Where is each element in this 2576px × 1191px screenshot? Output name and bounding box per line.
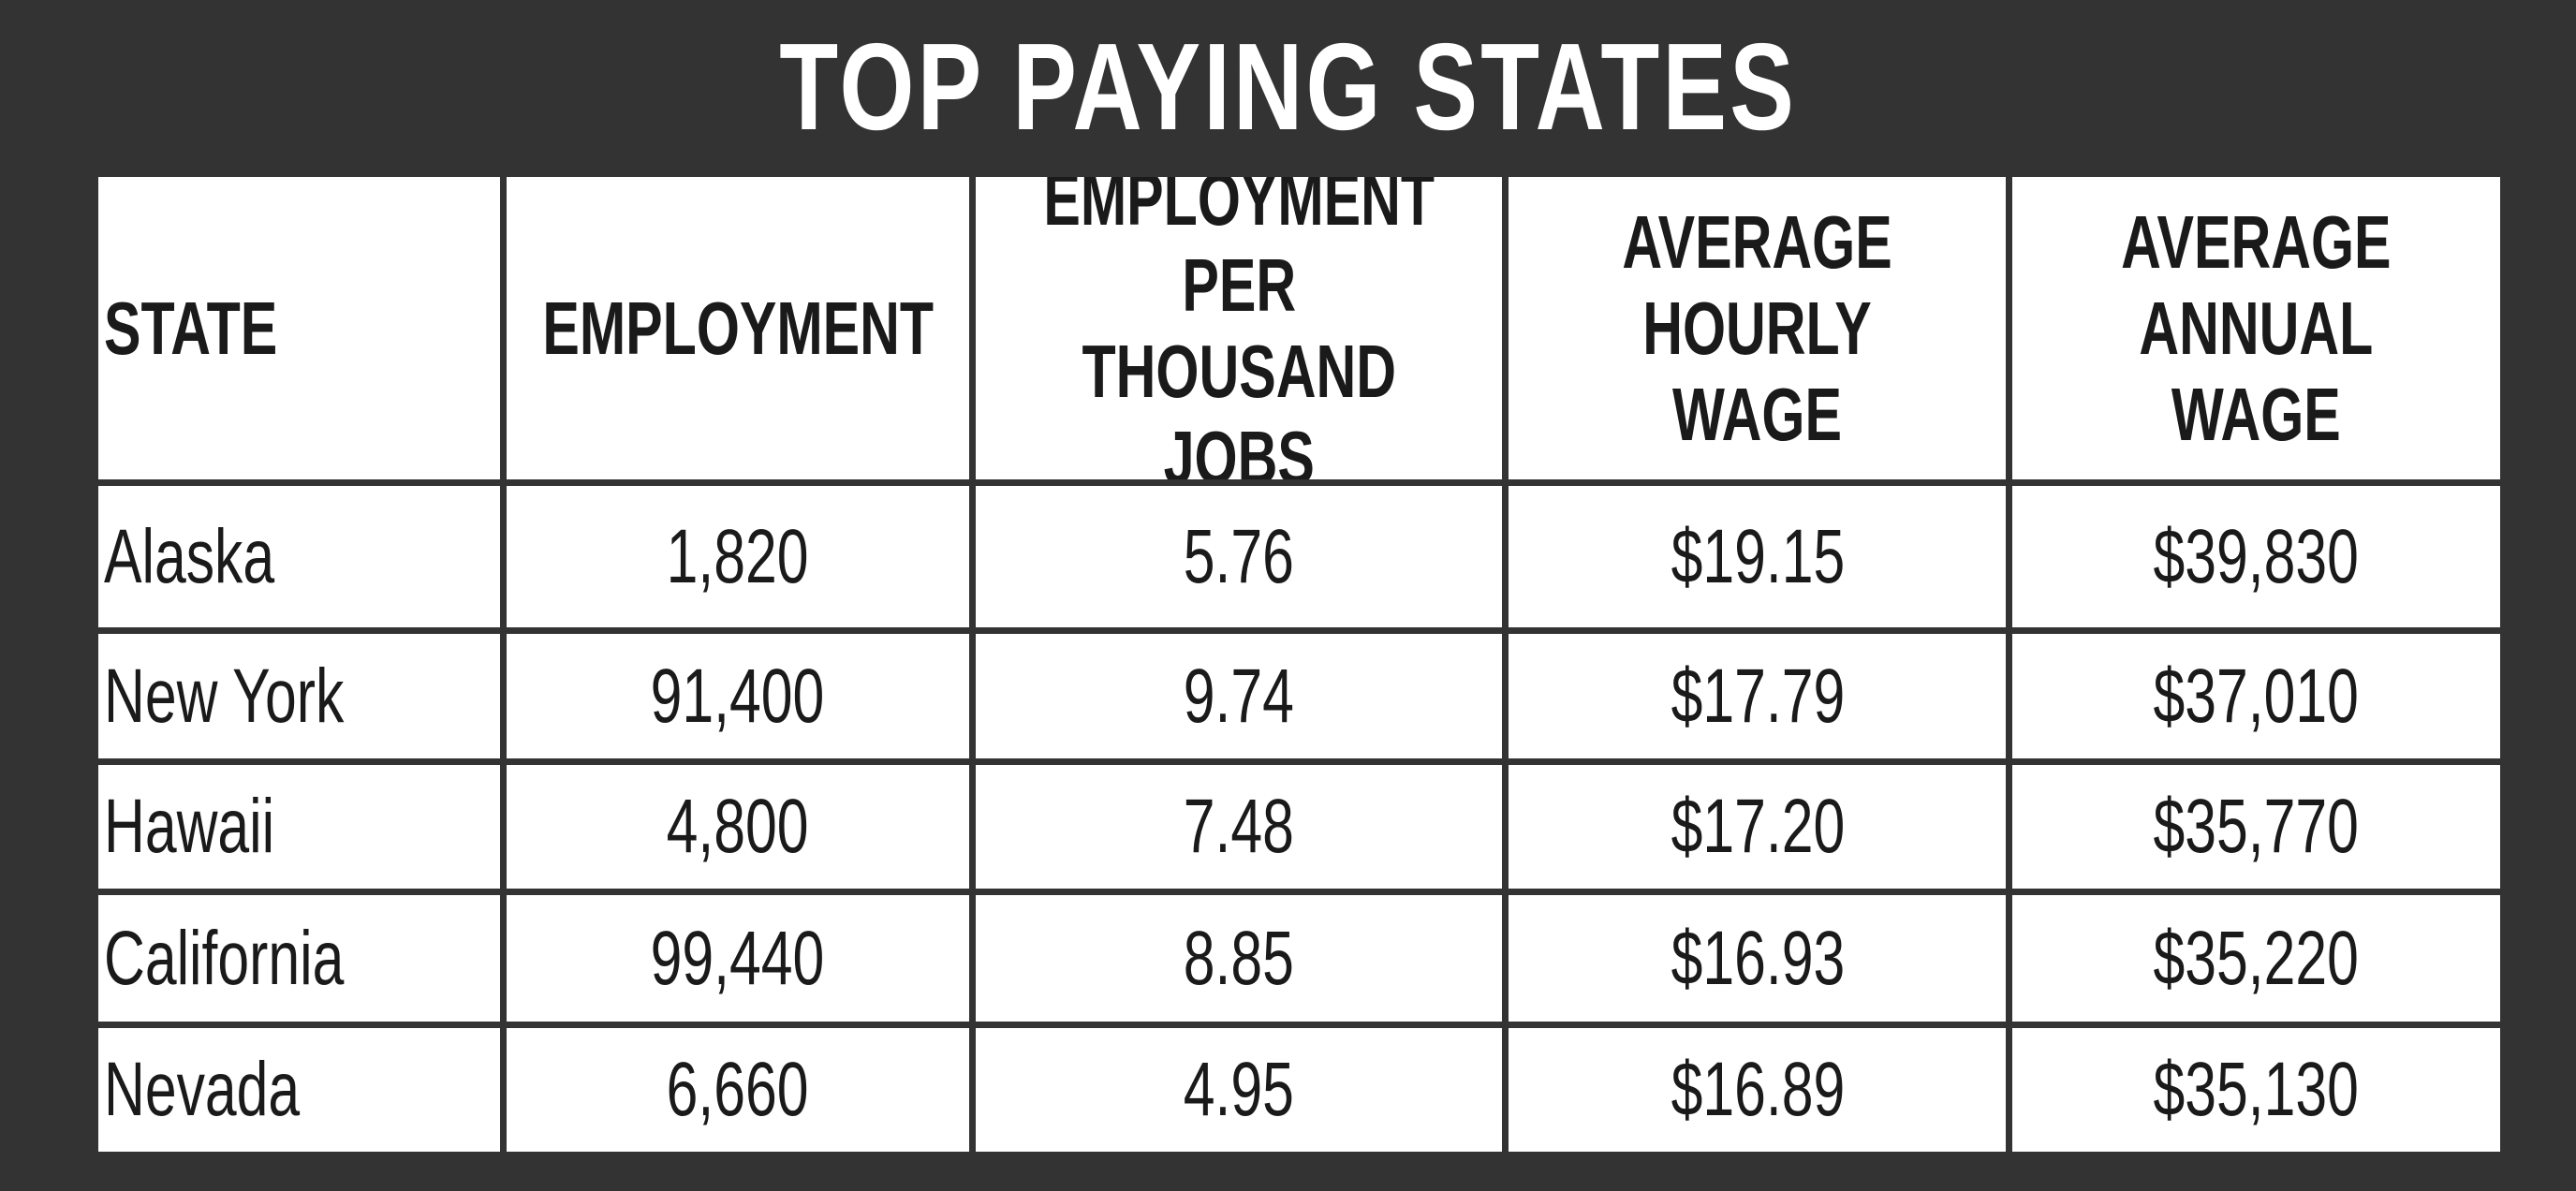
title: TOP PAYING STATES (0, 17, 2576, 157)
column-header-text: AVERAGE ANNUAL WAGE (2121, 199, 2392, 456)
table-cell-text: $35,130 (2154, 1047, 2360, 1132)
row-header: Hawaii (98, 765, 500, 889)
table-cell-text: 9.74 (1184, 653, 1295, 739)
table-cell-text: 1,820 (666, 513, 809, 599)
table-cell-text: $35,770 (2154, 784, 2360, 869)
row-header-text: New York (104, 653, 345, 739)
table-cell-text: $16.89 (1671, 1047, 1845, 1132)
table-cell-text: $19.15 (1671, 513, 1845, 599)
table-cell-text: 8.85 (1184, 915, 1295, 1001)
table-cell: $35,770 (2012, 765, 2500, 889)
table-cell: $16.93 (1509, 895, 2007, 1022)
table-cell: $16.89 (1509, 1028, 2007, 1152)
table-cell: $37,010 (2012, 634, 2500, 758)
column-header-text: AVERAGE HOURLY WAGE (1622, 199, 1893, 456)
table-cell: 9.74 (976, 634, 1503, 758)
table-cell: 4,800 (506, 765, 970, 889)
table-cell-text: $17.20 (1671, 784, 1845, 869)
table-cell: 4.95 (976, 1028, 1503, 1152)
table-cell: $35,130 (2012, 1028, 2500, 1152)
column-header: EMPLOYMENT (506, 177, 970, 479)
column-header-text: EMPLOYMENT PER THOUSAND JOBS (1043, 177, 1435, 479)
row-header-text: Nevada (104, 1047, 301, 1132)
row-header-text: California (104, 915, 345, 1001)
row-header: New York (98, 634, 500, 758)
column-header-text: EMPLOYMENT (542, 286, 934, 370)
row-header-text: Alaska (104, 513, 275, 599)
table-cell: 99,440 (506, 895, 970, 1022)
table: STATE EMPLOYMENT EMPLOYMENT PER THOUSAND J… (98, 177, 2500, 1152)
table-cell-text: 4,800 (666, 784, 809, 869)
column-header: AVERAGE HOURLY WAGE (1509, 177, 2007, 479)
table-cell: $39,830 (2012, 486, 2500, 627)
table-cell-text: 6,660 (666, 1047, 809, 1132)
table-cell: 5.76 (976, 486, 1503, 627)
title-text: TOP PAYING STATES (779, 18, 1797, 155)
row-header-text: Hawaii (104, 784, 275, 869)
table-cell: 1,820 (506, 486, 970, 627)
row-header: Nevada (98, 1028, 500, 1152)
table-cell-text: $37,010 (2154, 653, 2360, 739)
table-cell-text: $16.93 (1671, 915, 1845, 1001)
table-cell: $35,220 (2012, 895, 2500, 1022)
column-header: EMPLOYMENT PER THOUSAND JOBS (976, 177, 1503, 479)
table-cell: 91,400 (506, 634, 970, 758)
table-cell: 6,660 (506, 1028, 970, 1152)
column-header: AVERAGE ANNUAL WAGE (2012, 177, 2500, 479)
column-header: STATE (98, 177, 500, 479)
row-header: California (98, 895, 500, 1022)
table-cell-text: 4.95 (1184, 1047, 1295, 1132)
table-cell-text: $35,220 (2154, 915, 2360, 1001)
table-cell: 8.85 (976, 895, 1503, 1022)
table-cell-text: $39,830 (2154, 513, 2360, 599)
table-cell-text: 99,440 (651, 915, 825, 1001)
table-cell: 7.48 (976, 765, 1503, 889)
table-cell-text: 91,400 (651, 653, 825, 739)
row-header: Alaska (98, 486, 500, 627)
table-cell-text: 7.48 (1184, 784, 1295, 869)
column-header-text: STATE (104, 286, 278, 370)
table-cell-text: $17.79 (1671, 653, 1845, 739)
table-cell: $17.20 (1509, 765, 2007, 889)
table-cell: $17.79 (1509, 634, 2007, 758)
table-cell: $19.15 (1509, 486, 2007, 627)
table-cell-text: 5.76 (1184, 513, 1295, 599)
